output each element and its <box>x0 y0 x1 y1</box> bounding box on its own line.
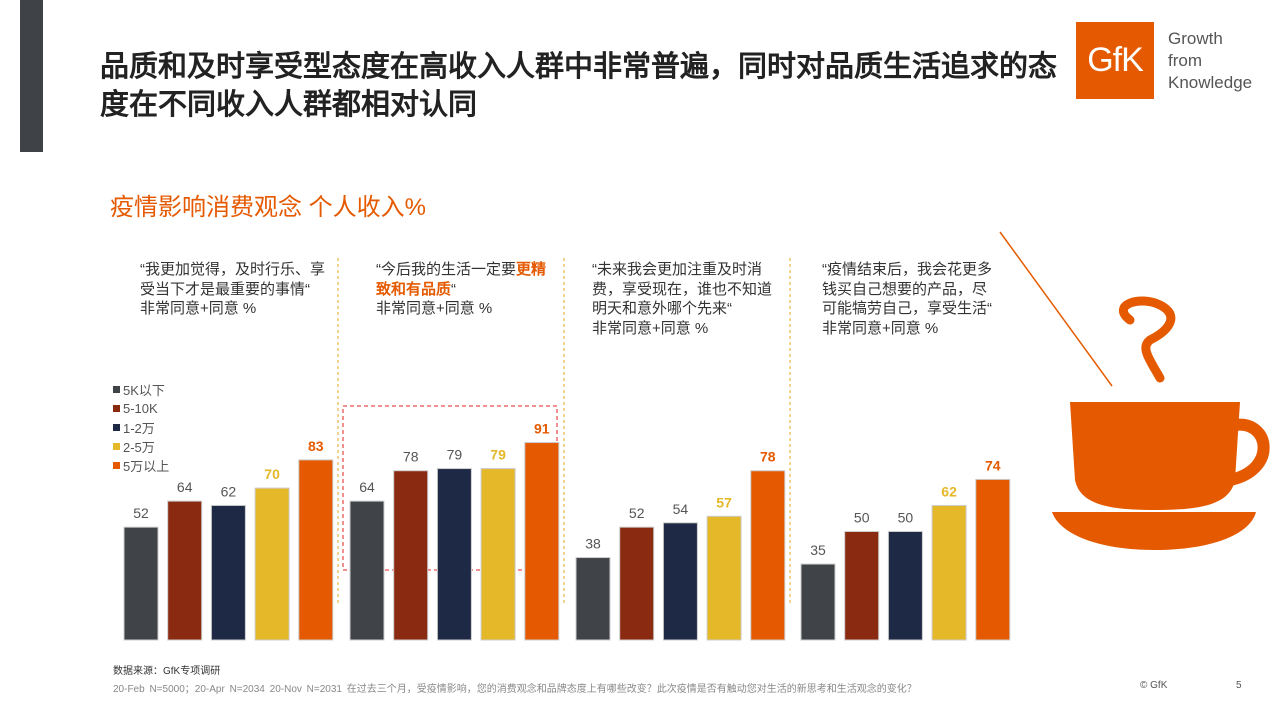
page-title: 品质和及时享受型态度在高收入人群中非常普遍，同时对品质生活追求的态度在不同收入人… <box>100 51 1058 121</box>
data-label: 70 <box>264 466 280 482</box>
legend-item: 5K以下 <box>113 380 169 399</box>
data-label: 52 <box>629 505 645 521</box>
data-label: 79 <box>447 447 463 463</box>
coffee-cup-icon <box>999 231 1270 550</box>
data-label: 83 <box>308 438 324 454</box>
bar <box>480 468 516 641</box>
legend-item: 5万以上 <box>113 456 169 475</box>
data-label: 79 <box>490 447 506 463</box>
page-number: 5 <box>1236 680 1242 691</box>
bar <box>750 470 786 641</box>
bar <box>524 442 560 641</box>
bar <box>887 531 923 641</box>
data-label: 57 <box>716 494 732 510</box>
bar <box>975 478 1011 641</box>
bar <box>393 470 429 641</box>
data-label: 38 <box>585 536 601 552</box>
data-label: 74 <box>985 457 1001 473</box>
sidebar-bar <box>20 0 43 152</box>
bar <box>800 563 836 641</box>
bar <box>844 531 880 641</box>
bar <box>662 522 698 641</box>
bar <box>706 515 742 641</box>
data-label: 35 <box>810 542 826 558</box>
bar <box>123 526 159 641</box>
panel-quote-2: “今后我的生活一定要更精致和有品质“ 非常同意+同意 % <box>376 261 547 317</box>
data-label: 62 <box>941 483 957 499</box>
bar <box>931 504 967 641</box>
bar <box>167 500 203 641</box>
legend-item: 2-5万 <box>113 437 169 456</box>
legend-item: 5-10K <box>113 399 169 418</box>
logo-tagline: Growth from Knowledge <box>1168 29 1253 92</box>
legend: 5K以下 5-10K 1-2万 2-5万 5万以上 <box>113 380 169 475</box>
data-label: 62 <box>221 483 237 499</box>
sample-note: 20-Feb N=5000；20-Apr N=2034 20-Nov N=203… <box>113 684 917 695</box>
bar <box>575 557 611 641</box>
panel-quote-4: “疫情结束后，我会花更多钱买自己想要的产品，尽可能犒劳自己，享受生活“ 非常同意+… <box>822 261 992 337</box>
data-label: 91 <box>534 421 550 437</box>
bar <box>436 468 472 641</box>
chart-subtitle: 疫情影响消费观念 个人收入% <box>110 194 427 221</box>
data-label: 78 <box>403 449 419 465</box>
data-label: 64 <box>177 479 193 495</box>
bar <box>298 459 334 641</box>
data-label: 54 <box>673 501 689 517</box>
bar <box>210 504 246 641</box>
bar <box>349 500 385 641</box>
bar <box>254 487 290 641</box>
legend-item: 1-2万 <box>113 418 169 437</box>
data-label: 78 <box>760 449 776 465</box>
data-source: 数据来源：GfK专项调研 <box>113 666 221 677</box>
data-label: 50 <box>898 510 914 526</box>
data-label: 50 <box>854 510 870 526</box>
gfk-logo: GfK <box>1076 22 1154 99</box>
bar <box>619 526 655 641</box>
data-label: 52 <box>133 505 149 521</box>
copyright: © GfK <box>1140 680 1168 691</box>
data-label: 64 <box>359 479 375 495</box>
panel-quote-1: “我更加觉得，及时行乐、享受当下才是最重要的事情“ 非常同意+同意 % <box>140 261 325 317</box>
panel-quote-3: “未来我会更加注重及时消费，享受现在，谁也不知道明天和意外哪个先来“ 非常同意+同… <box>592 261 773 337</box>
